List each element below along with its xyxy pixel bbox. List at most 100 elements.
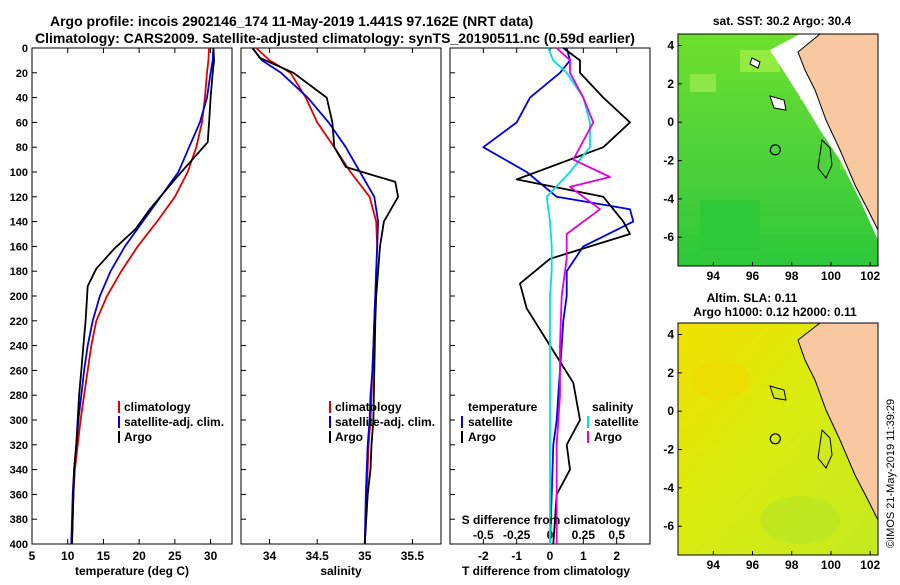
temperature-series (70, 47, 216, 545)
sla-map-subtitle: Argo h1000: 0.12 h2000: 0.11 (693, 305, 857, 319)
sst-patch (690, 74, 716, 92)
title-line-2: Climatology: CARS2009. Satellite-adjuste… (35, 30, 635, 46)
map-y-tick-label: 2 (667, 77, 674, 91)
depth-tick-label: 160 (10, 241, 28, 253)
map-x-tick-label: 100 (821, 269, 841, 283)
s-tick-label: 0.25 (572, 528, 596, 542)
map-y-tick-label: 4 (667, 328, 674, 342)
legend-label-temp-satellite: satellite (468, 415, 513, 429)
depth-tick-label: 300 (10, 415, 28, 427)
map-y-tick-label: -6 (663, 230, 674, 244)
legend-label-argo: Argo (124, 430, 152, 444)
s-tick-label: 0.5 (608, 528, 625, 542)
map-x-tick-label: 100 (821, 558, 841, 572)
map-y-tick-label: -4 (663, 192, 674, 206)
sla-patch (760, 496, 840, 544)
depth-tick-label: 100 (10, 167, 28, 179)
x-tick-label: 35.5 (401, 549, 425, 563)
sst-island (769, 95, 787, 111)
legend-label-satellite: satellite-adj. clim. (124, 415, 224, 429)
difference-series (482, 47, 635, 545)
argo-position-marker (769, 144, 781, 156)
salinity-x-ticks: 34 34.5 35 35.5 (263, 48, 425, 563)
temperature-x-label: temperature (deg C) (75, 564, 189, 578)
sst-island (817, 138, 833, 179)
series-line-temperature-satellite (482, 47, 635, 545)
depth-tick-label: 260 (10, 365, 28, 377)
depth-tick-label: 360 (10, 489, 28, 501)
x-tick-label: 10 (61, 549, 75, 563)
map-y-tick-label: -2 (663, 154, 674, 168)
sst-y-ticks: 4 2 0 -2 -4 -6 (663, 39, 682, 244)
map-y-tick-label: -6 (663, 519, 674, 533)
salinity-series (251, 47, 400, 545)
sst-island (749, 57, 761, 69)
depth-tick-label: 40 (16, 93, 28, 105)
map-x-tick-label: 98 (785, 269, 799, 283)
difference-x-label: T difference from climatology (462, 564, 630, 578)
argo-position-marker (769, 433, 781, 445)
series-line-climatology (71, 47, 210, 545)
series-line-salinity-satellite (545, 47, 591, 544)
legend-title-temperature: temperature (468, 400, 538, 414)
x-tick-label: 0 (547, 549, 554, 563)
sst-map-frame (677, 33, 879, 267)
x-tick-label: 5 (29, 549, 36, 563)
sla-island (769, 385, 787, 401)
map-x-tick-label: 96 (746, 269, 760, 283)
x-tick-label: 35 (358, 549, 372, 563)
map-y-tick-label: 0 (667, 115, 674, 129)
depth-tick-label: 220 (10, 316, 28, 328)
x-tick-label: -1 (511, 549, 522, 563)
depth-tick-label: 180 (10, 266, 28, 278)
sla-island (817, 428, 833, 469)
temperature-y-ticks: 0 20 40 60 80 100 120 140 160 180 200 220 240 260 280 3… (10, 43, 455, 551)
depth-tick-label: 80 (16, 142, 28, 154)
x-tick-label: -2 (478, 549, 489, 563)
series-line-argo (251, 47, 400, 545)
map-x-tick-label: 96 (746, 558, 760, 572)
map-x-tick-label: 102 (860, 269, 880, 283)
legend-label-sal-argo: Argo (594, 430, 622, 444)
depth-tick-label: 0 (22, 43, 28, 55)
salinity-x-label: salinity (320, 564, 362, 578)
depth-tick-label: 60 (16, 117, 28, 129)
map-x-tick-label: 98 (785, 558, 799, 572)
series-line-temperature-argo (515, 47, 631, 545)
sla-map-title: Altim. SLA: 0.11 (707, 291, 798, 305)
sla-map (677, 322, 879, 556)
x-tick-label: 20 (132, 549, 146, 563)
sst-map (677, 33, 879, 267)
depth-tick-label: 320 (10, 440, 28, 452)
series-line-satellite-adj-clim- (70, 47, 215, 545)
difference-s-label: S difference from climatology (462, 513, 631, 527)
depth-tick-label: 240 (10, 341, 28, 353)
salinity-panel-frame (240, 47, 442, 545)
depth-tick-label: 340 (10, 465, 28, 477)
legend-label-temp-argo: Argo (468, 430, 496, 444)
legend-label-climatology: climatology (124, 400, 191, 414)
sst-x-ticks: 94 96 98 100 102 (707, 262, 880, 283)
x-tick-label: 30 (204, 549, 218, 563)
x-tick-label: 15 (97, 549, 111, 563)
map-y-tick-label: 0 (667, 404, 674, 418)
depth-tick-label: 380 (10, 514, 28, 526)
legend-label-satellite: satellite-adj. clim. (335, 415, 435, 429)
depth-tick-label: 200 (10, 291, 28, 303)
sla-map-frame (677, 322, 879, 556)
depth-tick-label: 20 (16, 68, 28, 80)
map-x-tick-label: 94 (707, 558, 721, 572)
map-y-tick-label: -2 (663, 443, 674, 457)
depth-tick-label: 140 (10, 217, 28, 229)
sst-patch (700, 200, 760, 250)
map-x-tick-label: 102 (860, 558, 880, 572)
map-y-tick-label: -4 (663, 481, 674, 495)
series-line-satellite-adj-clim- (251, 47, 380, 545)
map-y-tick-label: 2 (667, 366, 674, 380)
sla-y-ticks: 4 2 0 -2 -4 -6 (663, 328, 682, 533)
legend-label-argo: Argo (335, 430, 363, 444)
series-line-argo (71, 47, 216, 545)
x-tick-label: 2 (613, 549, 620, 563)
temperature-x-ticks: 5 10 15 20 25 30 (29, 48, 218, 563)
